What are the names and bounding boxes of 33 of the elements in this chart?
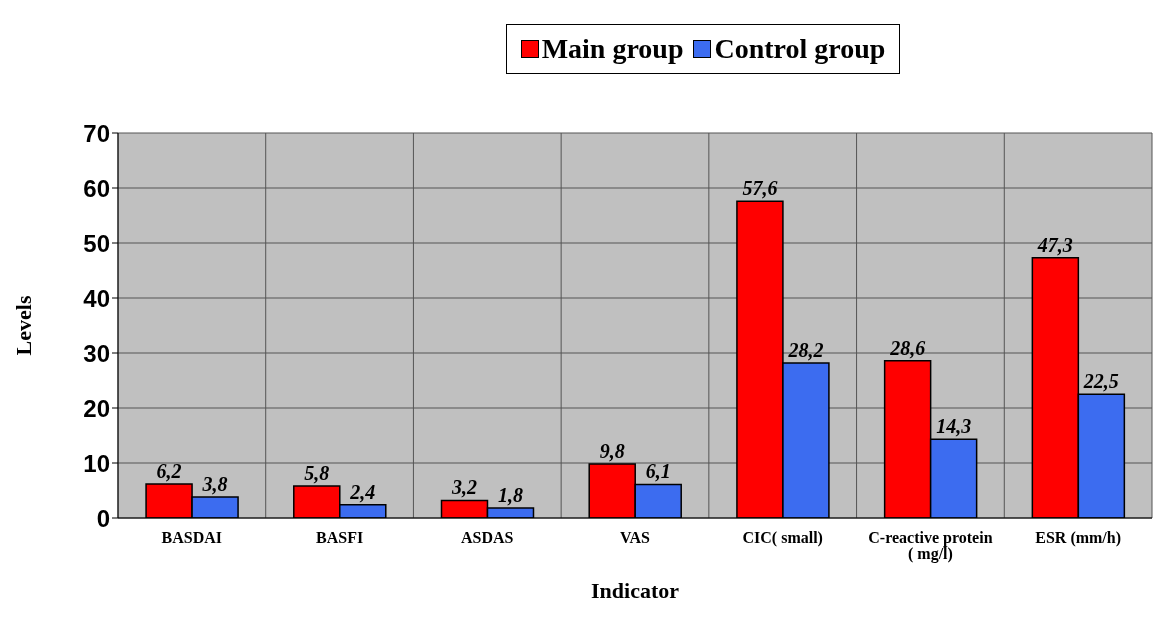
y-tick-label: 70: [83, 119, 110, 147]
x-tick-label: ESR (mm/h): [1035, 529, 1122, 548]
y-tick-label: 50: [83, 229, 110, 257]
x-tick-label: VAS: [620, 529, 651, 547]
y-tick-label: 20: [83, 394, 110, 422]
data-label: 9,8: [599, 440, 625, 463]
legend-label: Control group: [713, 33, 886, 65]
data-label: 6,2: [156, 459, 182, 482]
data-label: 6,1: [645, 460, 671, 483]
data-label: 14,3: [936, 415, 972, 438]
data-label: 2,4: [349, 480, 376, 503]
x-tick-label: C-reactive protein ( mg/l): [868, 529, 993, 564]
y-tick-label: 60: [83, 174, 110, 202]
x-tick-label: CIC( small): [742, 529, 823, 548]
x-tick-label: BASFI: [316, 529, 364, 547]
x-tick-label: ASDAS: [461, 529, 514, 547]
data-label: 47,3: [1036, 233, 1073, 256]
data-label: 28,2: [787, 338, 824, 361]
data-label: 3,8: [201, 473, 228, 496]
data-label: 1,8: [497, 484, 523, 507]
legend-label: Main group: [540, 33, 684, 65]
y-tick-label: 40: [83, 284, 110, 312]
data-label: 3,2: [450, 476, 477, 499]
x-axis-title: Indicator: [591, 578, 680, 603]
y-tick-label: 10: [83, 449, 110, 477]
x-tick-label: BASDAI: [161, 529, 223, 547]
data-label: 5,8: [304, 462, 330, 485]
data-label: 28,6: [889, 336, 926, 359]
data-label: 22,5: [1082, 370, 1119, 393]
data-label: 57,6: [742, 177, 778, 200]
y-tick-label: 30: [83, 339, 110, 367]
y-tick-label: 0: [96, 504, 110, 532]
y-axis-title: Levels: [10, 295, 36, 356]
